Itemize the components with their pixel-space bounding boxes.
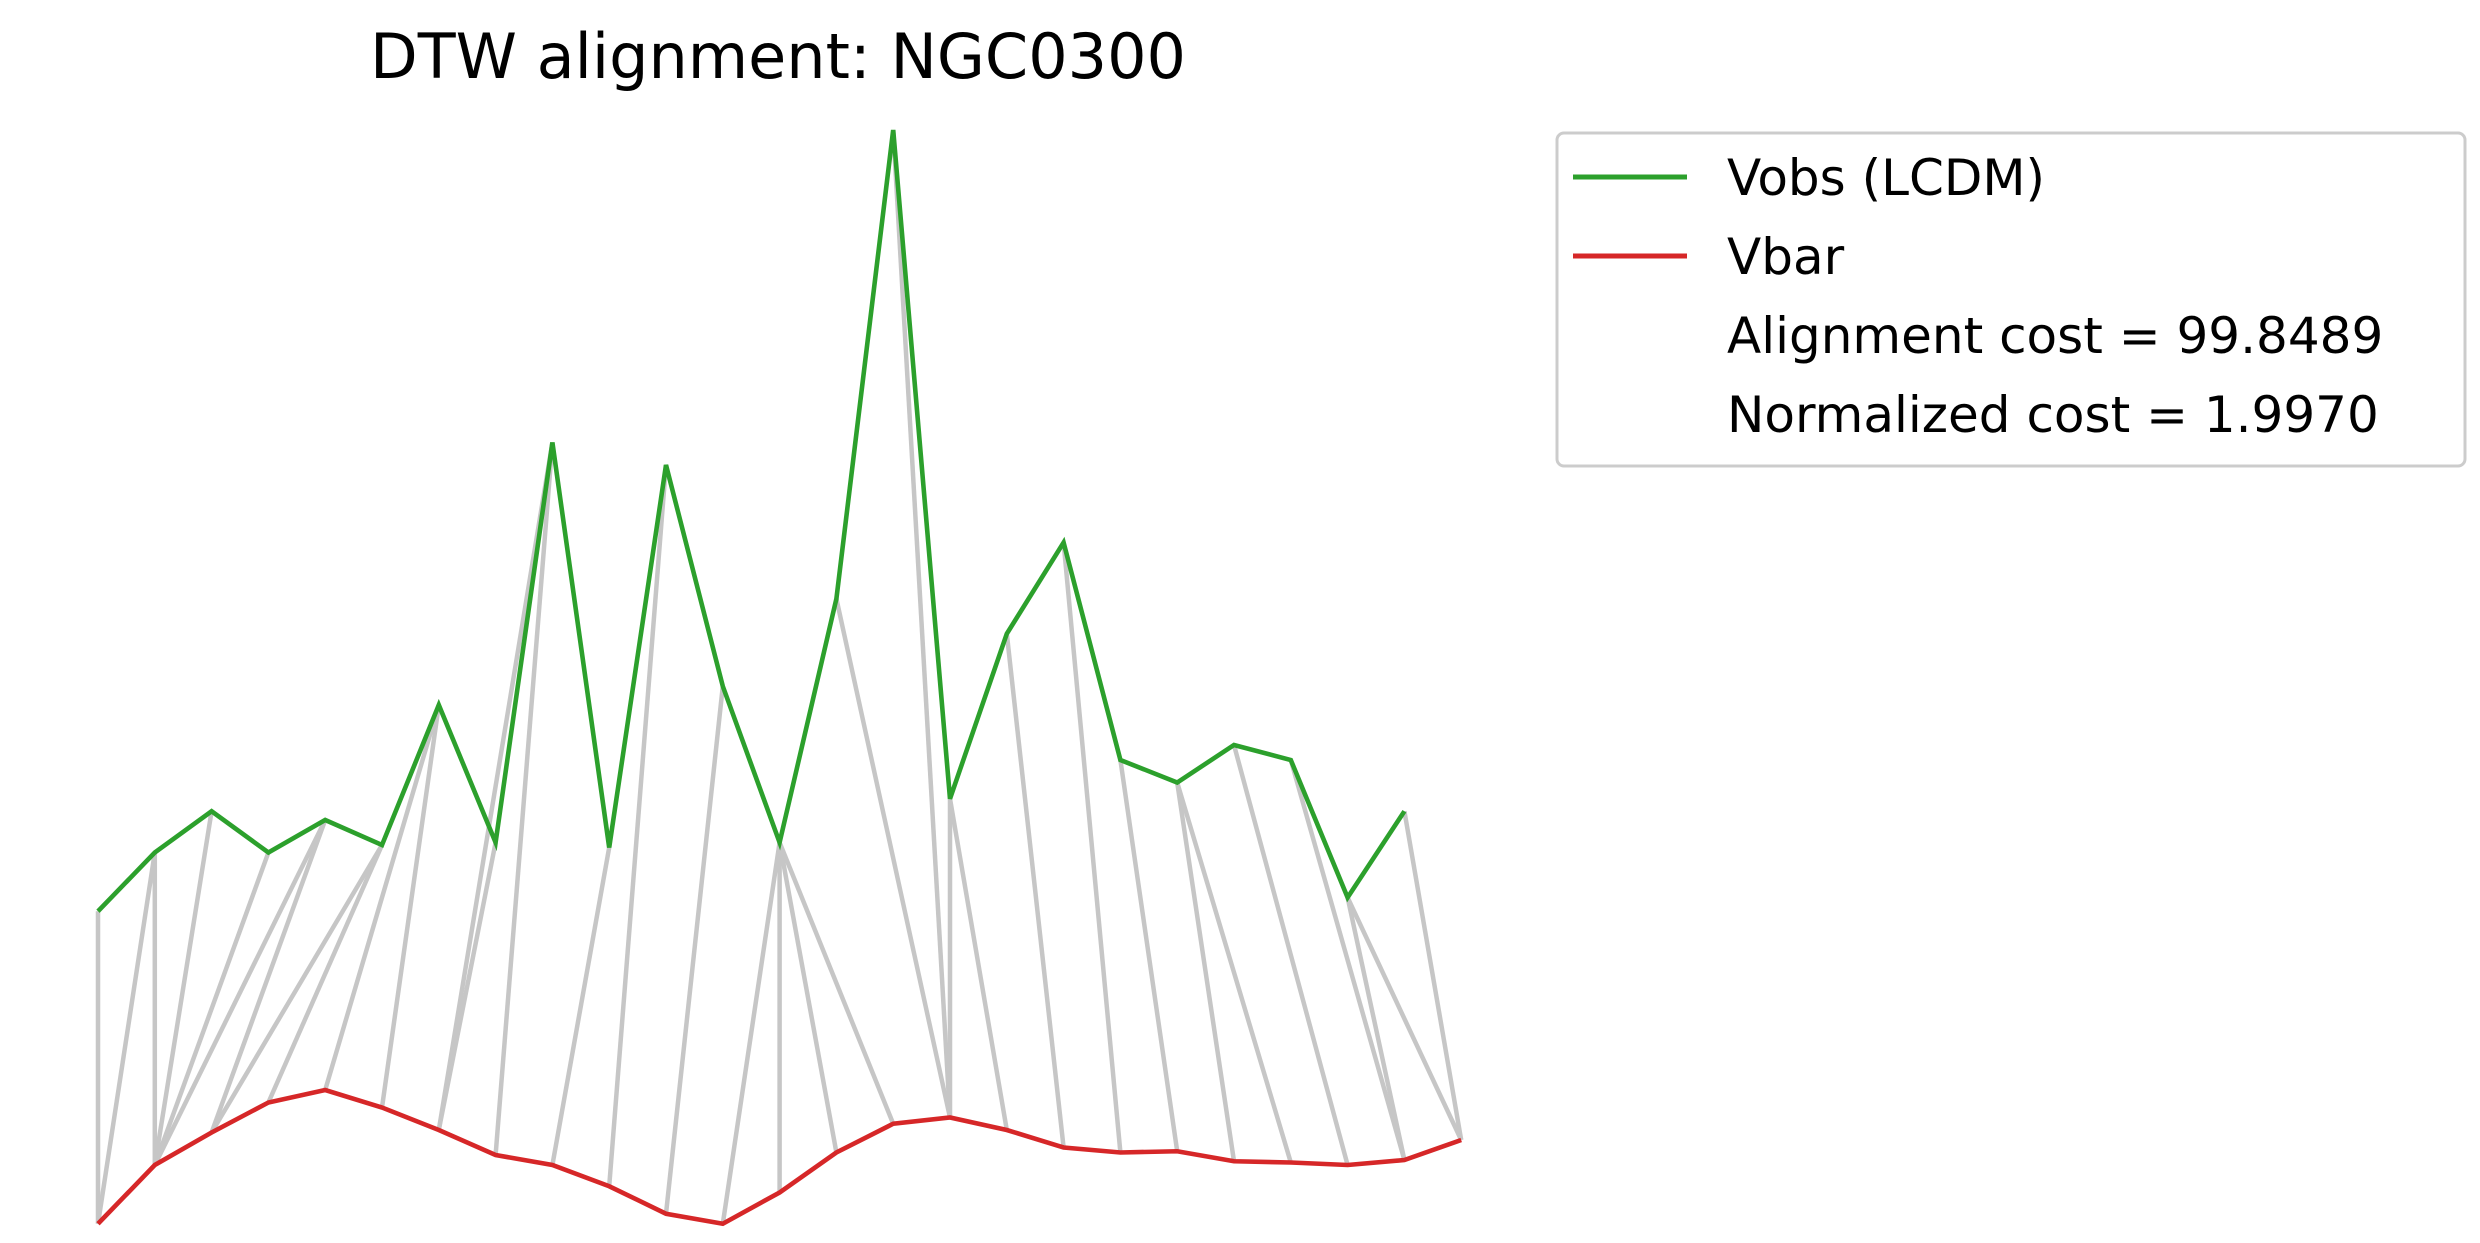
alignment-line (493, 442, 555, 1156)
alignment-line (152, 819, 328, 1166)
alignment-line (663, 686, 726, 1214)
alignment-line (1174, 782, 1237, 1162)
alignment-line (720, 842, 782, 1225)
alignment-line (209, 819, 328, 1134)
chart-title: DTW alignment: NGC0300 (370, 20, 1186, 93)
alignment-line (1345, 896, 1464, 1141)
alignment-line (323, 704, 441, 1091)
alignment-line (1061, 542, 1123, 1153)
alignment-line (777, 841, 896, 1125)
alignment-line (1345, 897, 1407, 1161)
alignment-line (1402, 810, 1464, 1141)
legend-label: Alignment cost = 99.8489 (1727, 307, 2383, 365)
alignment-line (1004, 633, 1066, 1148)
alignment-line (606, 464, 669, 1187)
alignment-line (209, 843, 384, 1134)
series-line-vobs-lcdm (96, 129, 1407, 913)
alignment-line (1175, 781, 1293, 1164)
alignment-line (834, 598, 953, 1118)
legend: Vobs (LCDM) Vbar Alignment cost = 99.8489 N… (1555, 131, 2467, 468)
legend-label: Normalized cost = 1.9970 (1727, 386, 2379, 444)
alignment-line (1288, 759, 1407, 1161)
alignment-line (436, 442, 555, 1131)
alignment-line (1118, 759, 1180, 1152)
series-line-vbar (96, 1087, 1462, 1227)
alignment-line (947, 798, 1010, 1131)
alignment-line (890, 129, 953, 1118)
legend-label: Vbar (1727, 228, 1845, 286)
alignment-line (152, 851, 271, 1166)
series-lines (96, 129, 1462, 1227)
legend-label: Vobs (LCDM) (1727, 149, 2045, 207)
alignment-line (95, 852, 158, 1225)
alignment-line (1231, 744, 1350, 1166)
alignment-line (550, 847, 612, 1166)
alignment-line (379, 704, 442, 1108)
legend-frame (1555, 131, 2467, 468)
alignment-line (152, 810, 214, 1166)
alignment-line (777, 842, 839, 1153)
alignment-lines (95, 129, 1464, 1225)
alignment-line (266, 844, 385, 1104)
